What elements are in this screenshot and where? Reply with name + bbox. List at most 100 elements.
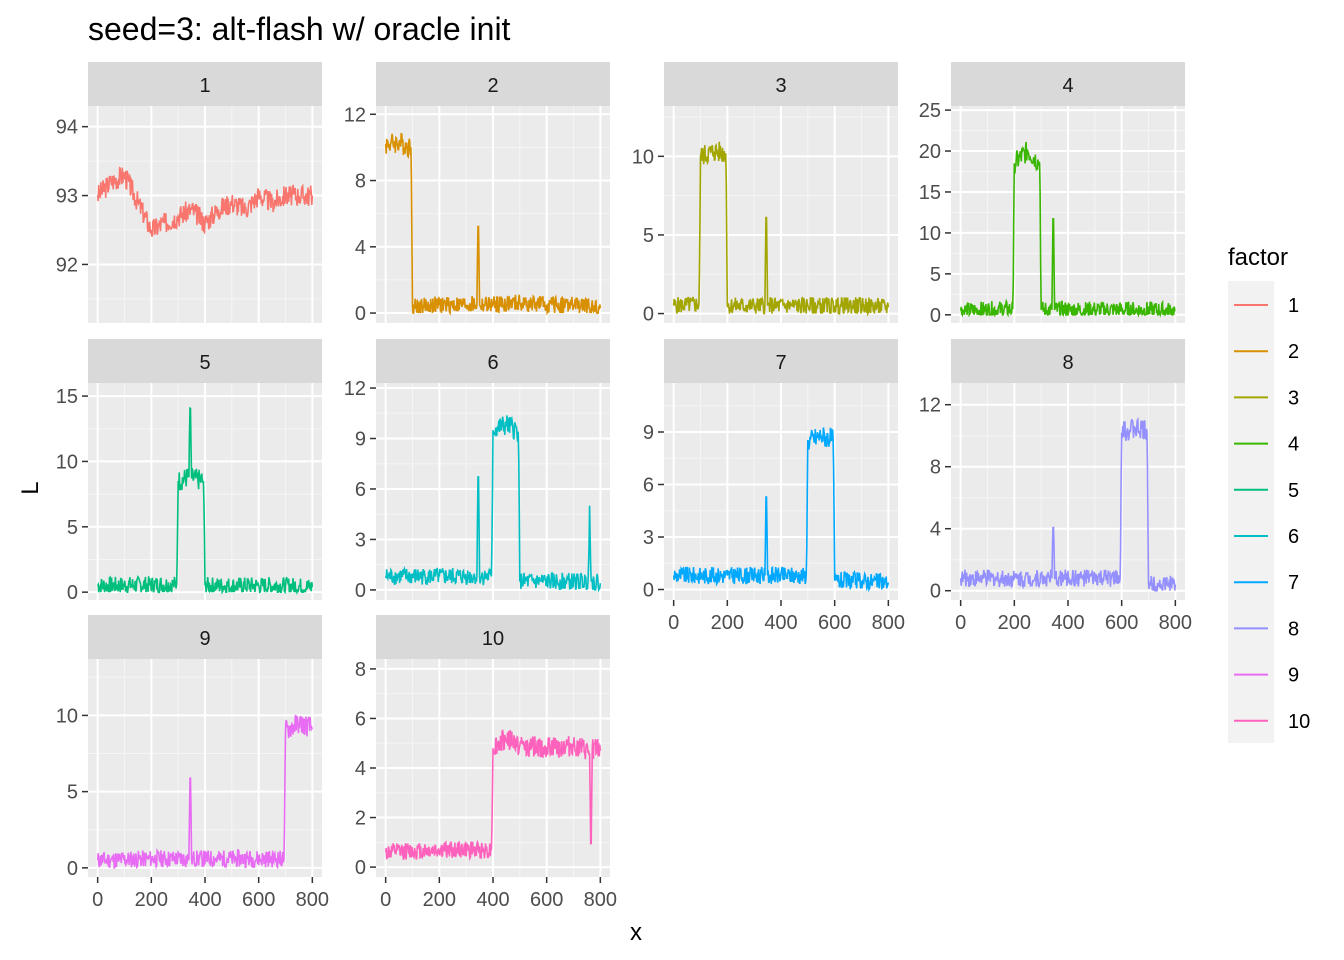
y-tick-label: 10 <box>919 223 941 245</box>
facet-panel-5: 5 0 5 10 15 <box>56 339 322 604</box>
legend-label-1: 1 <box>1288 295 1299 317</box>
strip-background <box>951 339 1185 383</box>
y-tick-label: 6 <box>643 475 654 497</box>
y-tick-label: 10 <box>632 146 654 168</box>
strip-background <box>664 339 898 383</box>
facet-panels: 1929394204812305104051015202550510156036… <box>56 62 1192 911</box>
facet-panel-10: 10 0 2 4 6 8 0 200 400 600 800 <box>355 615 617 911</box>
legend-label-9: 9 <box>1288 665 1299 687</box>
x-tick-label: 800 <box>584 889 617 911</box>
legend-label-10: 10 <box>1288 711 1310 733</box>
y-tick-label: 12 <box>344 104 366 126</box>
legend-label-4: 4 <box>1288 434 1299 456</box>
y-axis-title: L <box>17 481 44 494</box>
facet-panel-6: 6 0 3 6 9 12 <box>344 339 610 602</box>
x-tick-label: 0 <box>955 612 966 634</box>
y-tick-label: 12 <box>344 378 366 400</box>
y-tick-label: 92 <box>56 254 78 276</box>
x-tick-label: 600 <box>242 889 275 911</box>
facet-panel-7: 7 0 3 6 9 0 200 400 600 800 <box>643 339 905 634</box>
series-line-10 <box>384 729 602 862</box>
strip-label: 3 <box>775 75 786 97</box>
strip-label: 4 <box>1062 75 1073 97</box>
legend-label-2: 2 <box>1288 341 1299 363</box>
legend-label-5: 5 <box>1288 480 1299 502</box>
strip-label: 7 <box>775 352 786 374</box>
x-tick-label: 0 <box>380 889 391 911</box>
y-tick-label: 8 <box>930 457 941 479</box>
series-line-4 <box>959 141 1176 318</box>
legend: factor 1 2 3 4 5 6 7 8 9 10 <box>1228 244 1310 743</box>
x-tick-label: 200 <box>135 889 168 911</box>
chart-title: seed=3: alt-flash w/ oracle init <box>88 11 511 47</box>
y-tick-label: 25 <box>919 100 941 122</box>
y-tick-label: 0 <box>67 858 78 880</box>
strip-background <box>88 339 322 383</box>
facet-panel-4: 4 0 5 10 15 20 25 <box>919 62 1185 327</box>
y-tick-label: 12 <box>919 395 941 417</box>
y-tick-label: 0 <box>930 305 941 327</box>
facet-panel-3: 3 0 5 10 <box>632 62 898 326</box>
x-tick-label: 600 <box>530 889 563 911</box>
y-tick-label: 5 <box>643 225 654 247</box>
legend-title: factor <box>1228 244 1288 271</box>
y-tick-label: 4 <box>930 519 941 541</box>
y-tick-label: 3 <box>355 529 366 551</box>
facet-panel-9: 9 0 5 10 0 200 400 600 800 <box>56 615 329 911</box>
y-tick-label: 4 <box>355 758 366 780</box>
x-tick-label: 400 <box>1051 612 1084 634</box>
y-tick-label: 0 <box>67 582 78 604</box>
series-line-1 <box>96 166 314 237</box>
x-tick-label: 200 <box>998 612 1031 634</box>
y-tick-label: 0 <box>930 581 941 603</box>
y-tick-label: 5 <box>67 782 78 804</box>
y-tick-label: 6 <box>355 708 366 730</box>
strip-background <box>88 615 322 659</box>
x-tick-label: 200 <box>711 612 744 634</box>
strip-label: 2 <box>487 75 498 97</box>
y-tick-label: 5 <box>930 264 941 286</box>
x-tick-label: 800 <box>296 889 329 911</box>
x-tick-label: 400 <box>764 612 797 634</box>
x-tick-label: 400 <box>188 889 221 911</box>
strip-background <box>951 62 1185 106</box>
y-tick-label: 20 <box>919 141 941 163</box>
x-tick-label: 800 <box>1159 612 1192 634</box>
y-tick-label: 0 <box>643 580 654 602</box>
y-tick-label: 4 <box>355 237 366 259</box>
series-line-9 <box>96 714 314 870</box>
legend-label-3: 3 <box>1288 387 1299 409</box>
x-tick-label: 0 <box>92 889 103 911</box>
strip-background <box>376 615 610 659</box>
y-tick-label: 5 <box>67 517 78 539</box>
facet-panel-2: 2 0 4 8 12 <box>344 62 610 325</box>
x-tick-label: 600 <box>818 612 851 634</box>
legend-label-8: 8 <box>1288 618 1299 640</box>
y-tick-label: 3 <box>643 527 654 549</box>
legend-label-6: 6 <box>1288 526 1299 548</box>
series-line-2 <box>384 132 602 316</box>
legend-label-7: 7 <box>1288 572 1299 594</box>
y-tick-label: 2 <box>355 808 366 830</box>
x-tick-label: 800 <box>872 612 905 634</box>
y-tick-label: 10 <box>56 705 78 727</box>
strip-label: 8 <box>1062 352 1073 374</box>
x-tick-label: 600 <box>1105 612 1138 634</box>
x-axis-title: x <box>630 919 642 946</box>
series-line-8 <box>959 416 1177 592</box>
series-line-3 <box>672 141 890 317</box>
y-tick-label: 8 <box>355 171 366 193</box>
strip-label: 1 <box>199 75 210 97</box>
series-line-6 <box>384 415 602 593</box>
y-tick-label: 15 <box>56 386 78 408</box>
series-line-5 <box>96 406 314 596</box>
facet-panel-1: 1 92 93 94 <box>56 62 322 323</box>
x-tick-label: 200 <box>423 889 456 911</box>
series-line-7 <box>672 427 890 593</box>
y-tick-label: 9 <box>355 429 366 451</box>
y-tick-label: 15 <box>919 182 941 204</box>
strip-background <box>376 339 610 383</box>
y-tick-label: 9 <box>643 422 654 444</box>
y-tick-label: 0 <box>355 857 366 879</box>
